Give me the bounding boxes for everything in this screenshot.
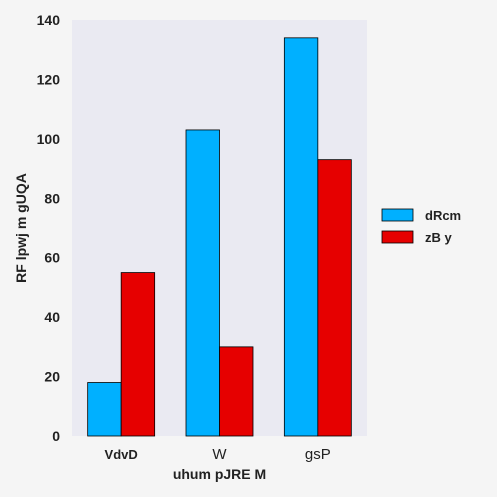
y-tick-label: 60 (44, 250, 60, 266)
bar-zB-y-W (219, 346, 254, 437)
bars-group (87, 37, 352, 437)
legend-label: zB y (425, 230, 453, 245)
x-tick-label: W (212, 446, 227, 463)
x-tick-label: gsP (305, 446, 331, 463)
y-tick-label: 100 (37, 131, 61, 147)
bar-dRcm-W (185, 129, 220, 437)
x-tick-label: VdvD (105, 447, 138, 462)
bar-dRcm-VdvD (87, 382, 122, 437)
bar-dRcm-gsP (283, 37, 319, 437)
legend-swatch (381, 208, 414, 222)
legend-label: dRcm (425, 208, 461, 223)
legend-swatch (381, 230, 414, 244)
y-tick-label: 140 (37, 12, 61, 28)
y-axis-ticks: 0 20 40 60 80 100 120 140 (37, 12, 61, 444)
y-tick-label: 40 (44, 309, 60, 325)
bar-zB-y-gsP (317, 159, 352, 437)
y-tick-label: 0 (52, 428, 60, 444)
x-axis-label: uhum pJRE M (173, 466, 266, 482)
y-tick-label: 80 (44, 190, 60, 206)
bar-zB-y-VdvD (120, 272, 156, 437)
y-axis-label: RF lpwj m gUQA (13, 173, 29, 283)
legend: dRcm zB y (381, 208, 461, 245)
y-tick-label: 120 (37, 71, 61, 87)
y-tick-label: 20 (44, 369, 60, 385)
